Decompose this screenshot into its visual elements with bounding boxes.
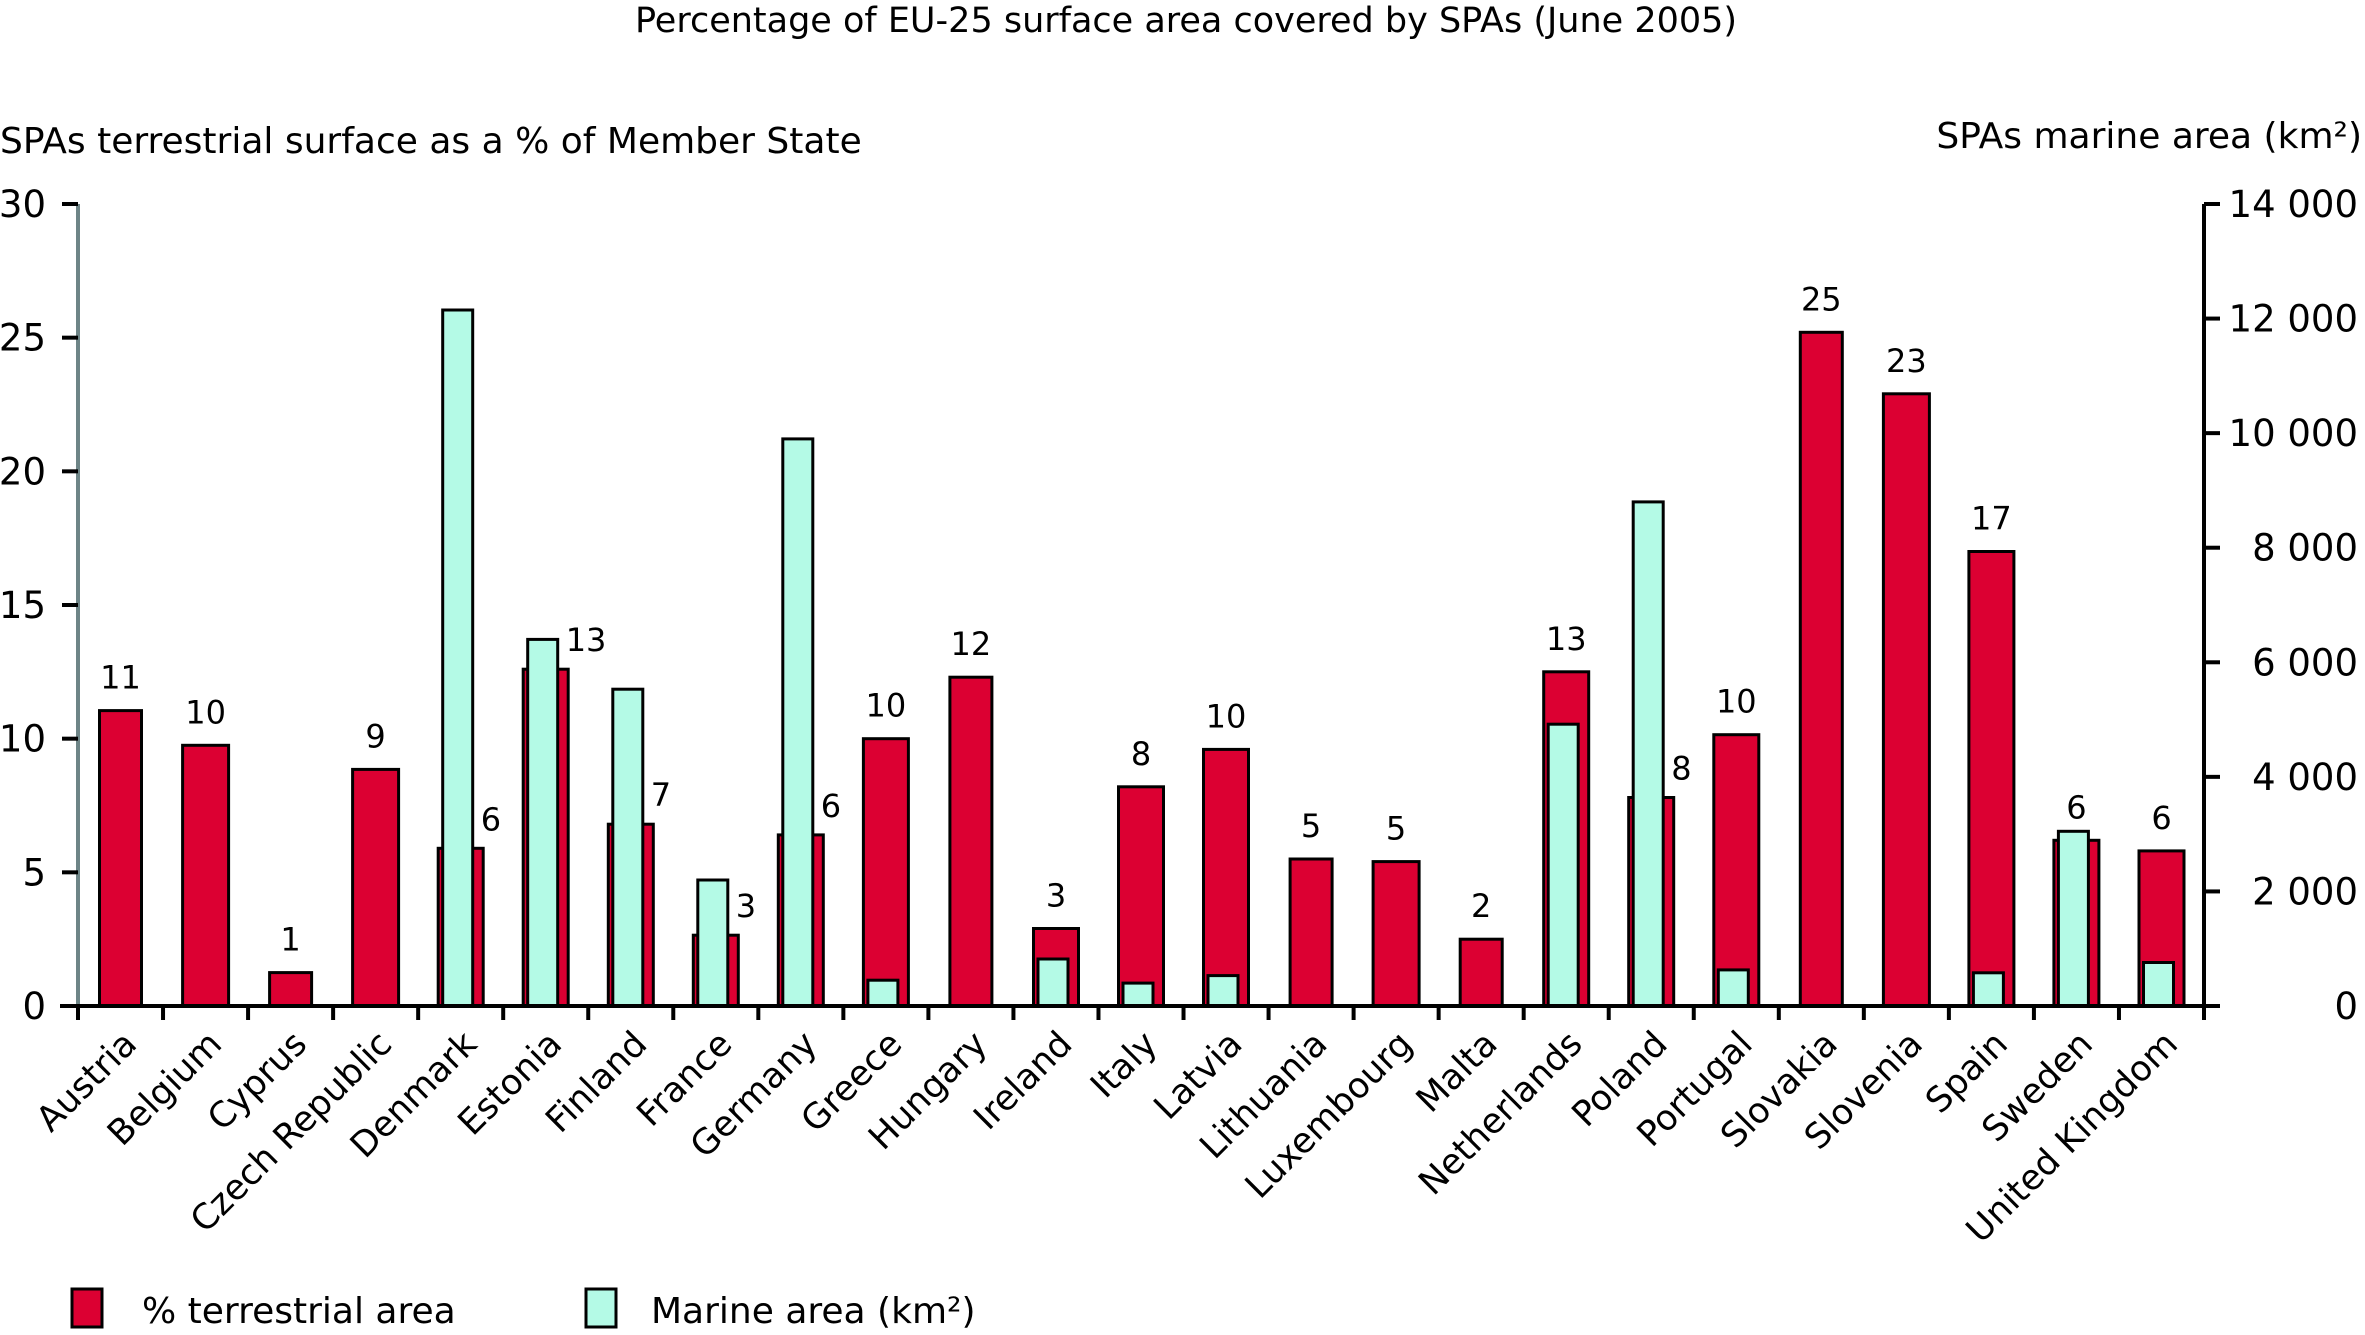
bar-marine-portugal <box>1716 968 1750 1008</box>
bar-marine-netherlands <box>1546 722 1580 1008</box>
bar-terrestrial-portugal <box>1712 733 1761 1008</box>
data-label: 6 <box>2066 788 2086 826</box>
data-label: 10 <box>185 693 226 731</box>
bar-marine-estonia <box>526 637 560 1008</box>
y-axis-right-ticks: 0 2 000 4 000 6 000 8 000 10 000 12 000 14 000 <box>2204 183 2358 1028</box>
bar-terrestrial-slovakia <box>1798 330 1844 1008</box>
bar-terrestrial-austria <box>98 709 143 1008</box>
y-axis-left-ticks: 0 5 10 15 20 25 30 <box>0 183 78 1028</box>
y-left-tick-label: 25 <box>0 317 46 360</box>
data-label: 17 <box>1971 500 2012 538</box>
data-label: 23 <box>1886 342 1927 380</box>
bar-marine-finland <box>611 687 645 1008</box>
data-label: 6 <box>821 787 841 825</box>
y-left-tick-label: 5 <box>22 851 46 894</box>
data-label: 3 <box>1046 877 1066 915</box>
bar-terrestrial-greece <box>861 737 910 1008</box>
data-label: 8 <box>1131 735 1151 773</box>
data-label: 11 <box>100 659 141 697</box>
y-right-tick-label: 4 000 <box>2252 756 2358 799</box>
bar-terrestrial-hungary <box>948 675 994 1008</box>
y-right-tick-label: 14 000 <box>2229 183 2358 226</box>
data-label: 2 <box>1471 887 1491 925</box>
data-label: 5 <box>1301 807 1321 845</box>
data-label: 6 <box>2151 799 2171 837</box>
legend: % terrestrial area Marine area (km²) <box>70 1287 976 1332</box>
bar-marine-spain <box>1971 971 2005 1008</box>
bar-marine-sweden <box>2056 829 2090 1008</box>
legend-swatch-terrestrial <box>70 1287 104 1329</box>
bar-marine-italy <box>1121 981 1155 1008</box>
bar-terrestrial-spain <box>1967 550 2016 1008</box>
bar-terrestrial-lithuania <box>1288 857 1334 1008</box>
data-label: 9 <box>365 717 385 755</box>
data-label: 10 <box>1206 697 1247 735</box>
bar-terrestrial-belgium <box>181 743 231 1008</box>
bar-terrestrial-luxembourg <box>1371 860 1421 1008</box>
bar-terrestrial-slovenia <box>1881 392 1931 1008</box>
legend-item-terrestrial[interactable]: % terrestrial area <box>70 1287 456 1332</box>
y-right-tick-label: 2 000 <box>2252 870 2358 913</box>
y-axis-left-title: SPAs terrestrial surface as a % of Membe… <box>0 121 862 162</box>
bar-terrestrial-cyprus <box>268 971 314 1008</box>
y-axis-right-title: SPAs marine area (km²) <box>1936 116 2362 157</box>
series-terrestrial <box>98 330 2186 1008</box>
data-label: 13 <box>1546 620 1587 658</box>
bar-terrestrial-latvia <box>1202 747 1250 1008</box>
y-left-tick-label: 0 <box>22 985 46 1028</box>
x-axis-ticks <box>76 1006 2206 1020</box>
bar-marine-latvia <box>1206 974 1240 1008</box>
legend-swatch-marine <box>584 1287 618 1329</box>
y-right-tick-label: 6 000 <box>2252 641 2358 684</box>
data-label: 7 <box>651 776 671 814</box>
data-labels: 11 10 1 9 6 13 7 3 6 10 12 3 8 10 5 5 2 13 8 10 25 23 17 6 6 <box>100 280 2172 958</box>
bar-marine-germany <box>781 437 815 1008</box>
bar-terrestrial-malta <box>1458 937 1504 1008</box>
chart-title: Percentage of EU-25 surface area covered… <box>635 1 1737 41</box>
bar-terrestrial-czech-republic <box>351 767 401 1008</box>
y-right-tick-label: 10 000 <box>2229 412 2358 455</box>
data-label: 25 <box>1801 280 1842 318</box>
data-label: 13 <box>566 621 607 659</box>
bar-marine-france <box>696 878 730 1008</box>
y-right-tick-label: 8 000 <box>2252 527 2358 570</box>
bar-terrestrial-italy <box>1117 785 1165 1008</box>
y-left-tick-label: 10 <box>0 718 46 761</box>
bar-marine-greece <box>866 978 900 1008</box>
y-left-tick-label: 20 <box>0 450 46 493</box>
bar-marine-denmark <box>441 308 475 1008</box>
legend-label-marine: Marine area (km²) <box>651 1291 976 1332</box>
y-left-tick-label: 30 <box>0 183 46 226</box>
y-right-tick-label: 0 <box>2334 985 2358 1028</box>
data-label: 6 <box>481 800 501 838</box>
data-label: 8 <box>1671 750 1691 788</box>
legend-item-marine[interactable]: Marine area (km²) <box>584 1287 976 1332</box>
bar-marine-united-kingdom <box>2142 961 2175 1008</box>
data-label: 1 <box>280 921 300 959</box>
y-right-tick-label: 12 000 <box>2229 298 2358 341</box>
y-left-tick-label: 15 <box>0 584 46 627</box>
bar-marine-poland <box>1631 500 1665 1008</box>
data-label: 3 <box>736 887 756 925</box>
data-label: 10 <box>1716 683 1757 721</box>
data-label: 10 <box>866 687 907 725</box>
series-marine <box>441 308 2175 1008</box>
legend-label-terrestrial: % terrestrial area <box>142 1291 456 1332</box>
data-label: 5 <box>1386 810 1406 848</box>
bar-marine-ireland <box>1036 957 1070 1008</box>
data-label: 12 <box>951 625 992 663</box>
